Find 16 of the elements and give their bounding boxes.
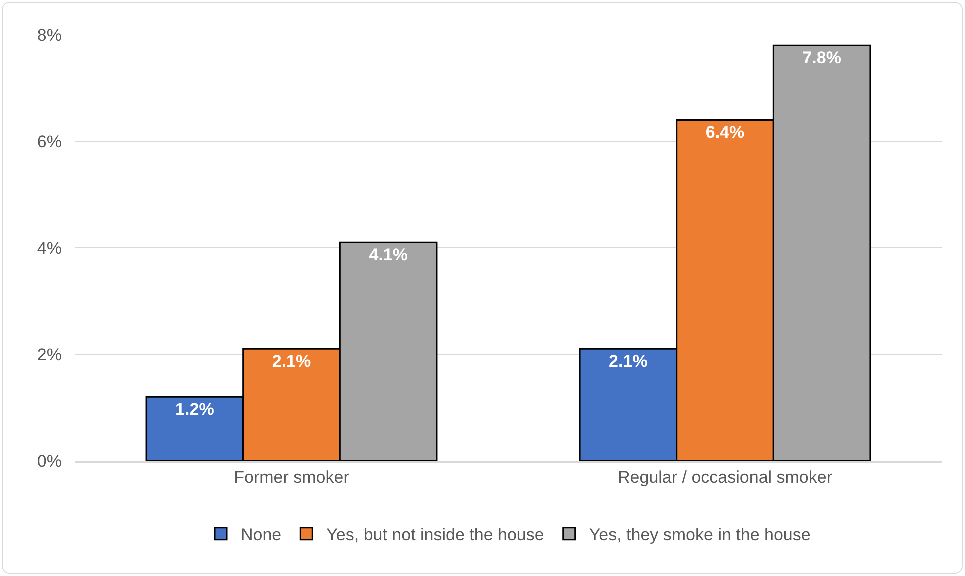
y-tick-label: 8%	[37, 26, 62, 45]
legend-label: None	[241, 526, 282, 545]
data-label: 1.2%	[176, 400, 214, 420]
legend-label: Yes, but not inside the house	[326, 526, 544, 545]
data-label: 2.1%	[272, 352, 312, 372]
y-tick-label: 0%	[37, 452, 62, 471]
y-tick-label: 4%	[37, 238, 62, 258]
data-label: 4.1%	[369, 246, 408, 265]
data-label: 2.1%	[609, 352, 648, 372]
y-tick-label: 2%	[37, 345, 62, 364]
x-tick-label: Regular / occasional smoker	[618, 468, 833, 488]
legend-label: Yes, they smoke in the house	[589, 526, 811, 545]
x-tick-label: Former smoker	[234, 468, 350, 488]
data-label: 6.4%	[706, 123, 745, 142]
data-label: 7.8%	[802, 48, 842, 68]
y-tick-label: 6%	[37, 132, 62, 152]
